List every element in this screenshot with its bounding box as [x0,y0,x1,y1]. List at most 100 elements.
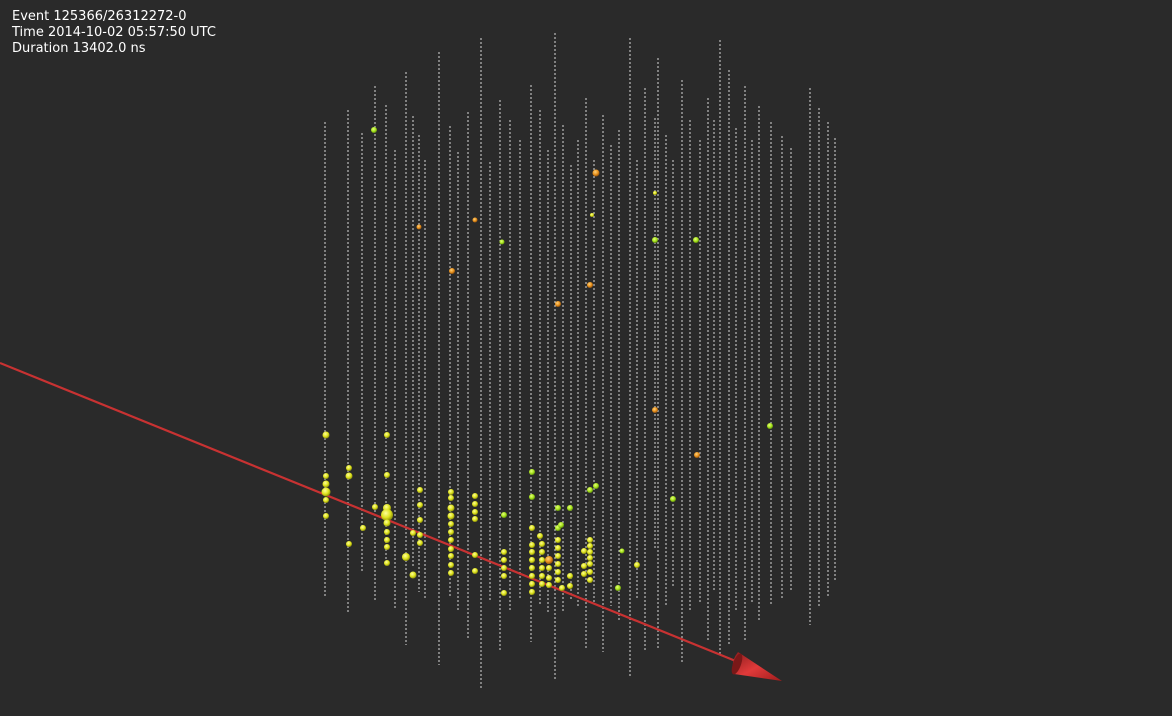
dom-hit [529,542,535,548]
dom-hit [448,546,454,552]
dom-hit [587,555,593,561]
dom-hit [555,301,561,307]
dom-hit [545,556,553,564]
dom-hit [371,127,377,133]
dom-hit [322,431,330,439]
dom-hit [372,504,378,510]
dom-hit [417,532,423,538]
dom-hit [501,549,507,555]
dom-hit [501,590,507,596]
dom-hit [322,480,330,488]
dom-hit [539,549,545,555]
dom-hit [539,541,545,547]
dom-hit [593,483,599,489]
dom-hit [555,505,561,511]
dom-hit [402,553,410,561]
dom-hit [555,569,561,575]
event-duration-label: Duration 13402.0 ns [12,41,146,56]
dom-hit [501,565,507,571]
dom-hit [416,224,422,230]
dom-hit [529,565,535,571]
dom-hit [587,543,593,549]
dom-hits [321,127,773,596]
dom-hit [448,489,454,495]
dom-hit [448,537,454,543]
dom-hit [581,571,587,577]
dom-hit [472,509,478,515]
dom-hit [615,585,621,591]
dom-hit [529,589,535,595]
dom-hit [529,581,535,587]
dom-hit [499,239,505,245]
dom-hit [472,516,478,522]
dom-hit [417,502,423,508]
dom-hit [384,560,390,566]
dom-hit [529,549,535,555]
dom-hit [529,469,535,475]
dom-hit [383,519,391,527]
dom-hit [384,529,390,535]
dom-hit [447,504,455,512]
dom-hit [346,541,352,547]
dom-hit [693,237,699,243]
dom-hit [587,487,593,493]
track-line [0,361,749,668]
dom-hit [581,548,587,554]
dom-hit [694,452,700,458]
dom-hit [360,525,366,531]
dom-hit [537,533,543,539]
dom-hit [345,472,353,480]
dom-hit [587,549,593,555]
dom-hit [590,213,594,217]
dom-hit [546,575,552,581]
dom-hit [321,487,331,497]
dom-hit [767,423,773,429]
dom-hit [472,552,478,558]
dom-hit [447,512,455,520]
dom-hit [539,573,545,579]
dom-hit [346,465,352,471]
dom-hit [587,561,593,567]
dom-hit [384,472,390,478]
dom-hit [410,530,416,536]
dom-hit [501,573,507,579]
dom-hit [472,568,478,574]
dom-hit [555,537,561,543]
dom-hit [323,497,329,503]
dom-hit [546,565,552,571]
dom-hit [559,585,565,591]
dom-hit [384,432,390,438]
dom-hit [555,577,561,583]
dom-hit [619,548,625,554]
dom-hit [417,487,423,493]
dom-hit [529,557,535,563]
dom-hit [323,473,329,479]
dom-hit [587,537,593,543]
dom-hit [539,565,545,571]
dom-hit [417,540,423,546]
dom-hit [501,557,507,563]
dom-hit [652,237,658,243]
dom-hit [587,577,593,583]
dom-hit [567,583,573,589]
dom-hit [529,494,535,500]
dom-hit [587,282,593,288]
dom-hit [567,573,573,579]
dom-hit [384,537,390,543]
dom-hit [384,544,390,550]
dom-hit [555,561,561,567]
dom-hit [581,563,587,569]
dom-hit [587,569,593,575]
dom-hit [539,557,545,563]
dom-hit [529,573,535,579]
dom-hit [652,407,658,413]
dom-hit [449,268,455,274]
dom-hit [653,191,657,195]
dom-hit [555,553,561,559]
dom-hit [448,570,454,576]
dom-hit [409,571,417,579]
dom-hit [417,517,423,523]
dom-hit [448,521,454,527]
dom-hit [381,509,393,521]
